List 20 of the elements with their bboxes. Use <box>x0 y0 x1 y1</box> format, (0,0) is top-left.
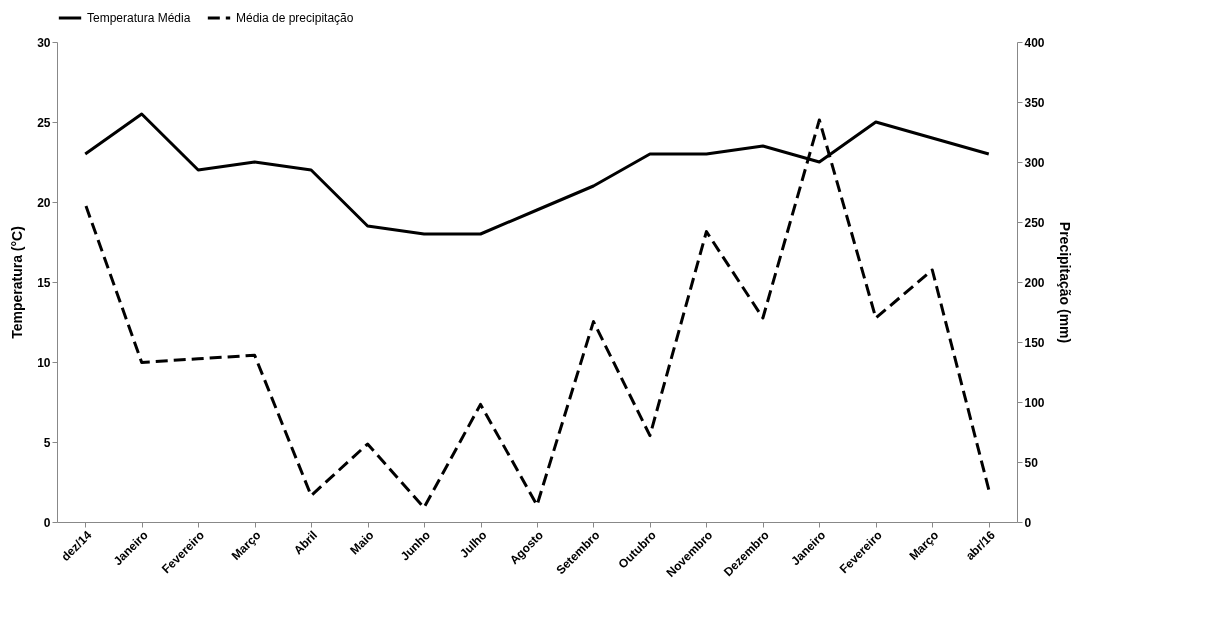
y2-tick-label: 300 <box>1024 155 1045 170</box>
y-tick-label: 0 <box>43 515 51 530</box>
y2-tick-label: 50 <box>1024 455 1039 470</box>
y-tick-label: 30 <box>37 35 51 50</box>
y2-tick-label: 100 <box>1024 395 1045 410</box>
y-tick-label: 20 <box>37 195 51 210</box>
legend-label: Temperatura Média <box>87 11 191 25</box>
y2-tick-label: 150 <box>1024 335 1045 350</box>
y-axis-title: Temperatura (°C) <box>9 226 26 339</box>
y2-tick-label: 0 <box>1024 515 1032 530</box>
y2-tick-label: 250 <box>1024 215 1045 230</box>
y-tick-label: 15 <box>37 275 51 290</box>
y-tick-label: 5 <box>43 435 51 450</box>
y2-tick-label: 400 <box>1024 35 1045 50</box>
y-tick-label: 10 <box>37 355 51 370</box>
legend-label: Média de precipitação <box>236 11 354 25</box>
y-tick-label: 25 <box>37 115 51 130</box>
y2-tick-label: 200 <box>1024 275 1045 290</box>
y2-axis-title: Precipitação (mm) <box>1056 221 1073 344</box>
y2-tick-label: 350 <box>1024 95 1045 110</box>
